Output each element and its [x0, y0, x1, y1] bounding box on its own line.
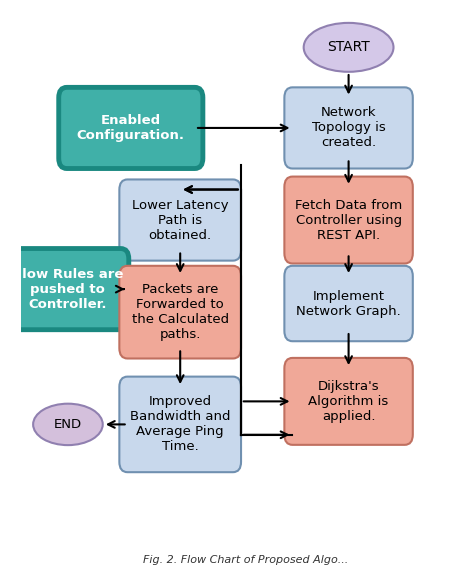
Text: Lower Latency
Path is
obtained.: Lower Latency Path is obtained.	[132, 199, 228, 242]
FancyBboxPatch shape	[284, 176, 413, 263]
Text: END: END	[54, 418, 82, 431]
FancyBboxPatch shape	[119, 377, 241, 472]
Text: Network
Topology is
created.: Network Topology is created.	[312, 106, 385, 150]
FancyBboxPatch shape	[119, 179, 241, 260]
FancyBboxPatch shape	[7, 249, 129, 330]
FancyBboxPatch shape	[284, 266, 413, 341]
FancyBboxPatch shape	[284, 358, 413, 445]
Text: Implement
Network Graph.: Implement Network Graph.	[296, 290, 401, 318]
Ellipse shape	[33, 404, 103, 445]
Text: Dijkstra's
Algorithm is
applied.: Dijkstra's Algorithm is applied.	[309, 380, 389, 423]
Text: Fig. 2. Flow Chart of Proposed Algo...: Fig. 2. Flow Chart of Proposed Algo...	[143, 555, 348, 565]
FancyBboxPatch shape	[119, 266, 241, 359]
FancyBboxPatch shape	[59, 88, 203, 169]
Text: Improved
Bandwidth and
Average Ping
Time.: Improved Bandwidth and Average Ping Time…	[130, 395, 230, 453]
Text: Enabled
Configuration.: Enabled Configuration.	[77, 114, 185, 142]
Text: START: START	[327, 40, 370, 54]
Text: Packets are
Forwarded to
the Calculated
paths.: Packets are Forwarded to the Calculated …	[132, 283, 229, 341]
Ellipse shape	[304, 23, 393, 72]
Text: Flow Rules are
pushed to
Controller.: Flow Rules are pushed to Controller.	[13, 267, 123, 311]
FancyBboxPatch shape	[284, 88, 413, 169]
Text: Fetch Data from
Controller using
REST API.: Fetch Data from Controller using REST AP…	[295, 199, 402, 242]
